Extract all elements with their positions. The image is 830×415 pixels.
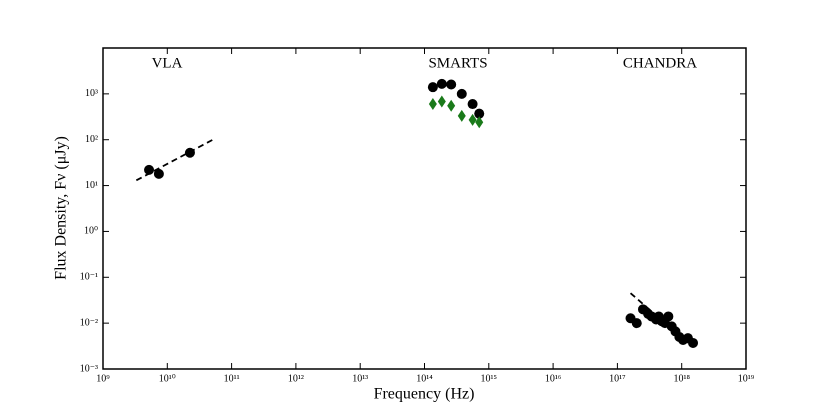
y-tick-label: 10⁻²	[80, 317, 98, 328]
x-tick-label: 10¹⁷	[609, 373, 626, 384]
annotation: CHANDRA	[623, 55, 697, 71]
point	[436, 78, 447, 89]
point	[457, 109, 466, 122]
point	[428, 98, 437, 111]
point	[144, 164, 155, 175]
point	[474, 108, 485, 119]
point	[688, 337, 699, 348]
x-tick-label: 10¹⁵	[481, 373, 497, 384]
point	[153, 168, 164, 179]
x-tick-label: 10¹⁹	[738, 373, 755, 384]
point	[427, 82, 438, 93]
point	[467, 99, 478, 110]
x-tick-label: 10¹³	[352, 373, 368, 384]
x-tick-label: 10¹¹	[224, 373, 240, 384]
fit-line	[629, 292, 694, 348]
x-axis-label: Frequency (Hz)	[374, 386, 475, 403]
point	[446, 79, 457, 90]
point	[631, 318, 642, 329]
y-tick-label: 10⁻³	[80, 363, 98, 374]
annotation: VLA	[152, 55, 183, 71]
point	[475, 116, 484, 129]
x-tick-label: 10¹⁸	[673, 373, 690, 384]
x-tick-label: 10¹⁶	[545, 373, 562, 384]
point	[663, 311, 674, 322]
annotation: SMARTS	[428, 55, 487, 71]
x-tick-label: 10¹²	[288, 373, 304, 384]
y-tick-label: 10⁻¹	[80, 272, 98, 283]
x-tick-label: 10⁹	[96, 373, 110, 384]
point	[437, 95, 446, 108]
y-tick-label: 10¹	[85, 180, 98, 191]
x-tick-label: 10¹⁰	[159, 373, 176, 384]
x-tick-label: 10¹⁴	[416, 373, 433, 384]
y-axis-label: Flux Density, Fν (μJy)	[53, 136, 70, 280]
point	[456, 88, 467, 99]
fit-line	[135, 138, 214, 182]
y-tick-label: 10³	[85, 88, 98, 99]
point	[468, 113, 477, 126]
y-tick-label: 10²	[85, 134, 98, 145]
y-tick-label: 10⁰	[84, 226, 98, 237]
point	[447, 99, 456, 112]
